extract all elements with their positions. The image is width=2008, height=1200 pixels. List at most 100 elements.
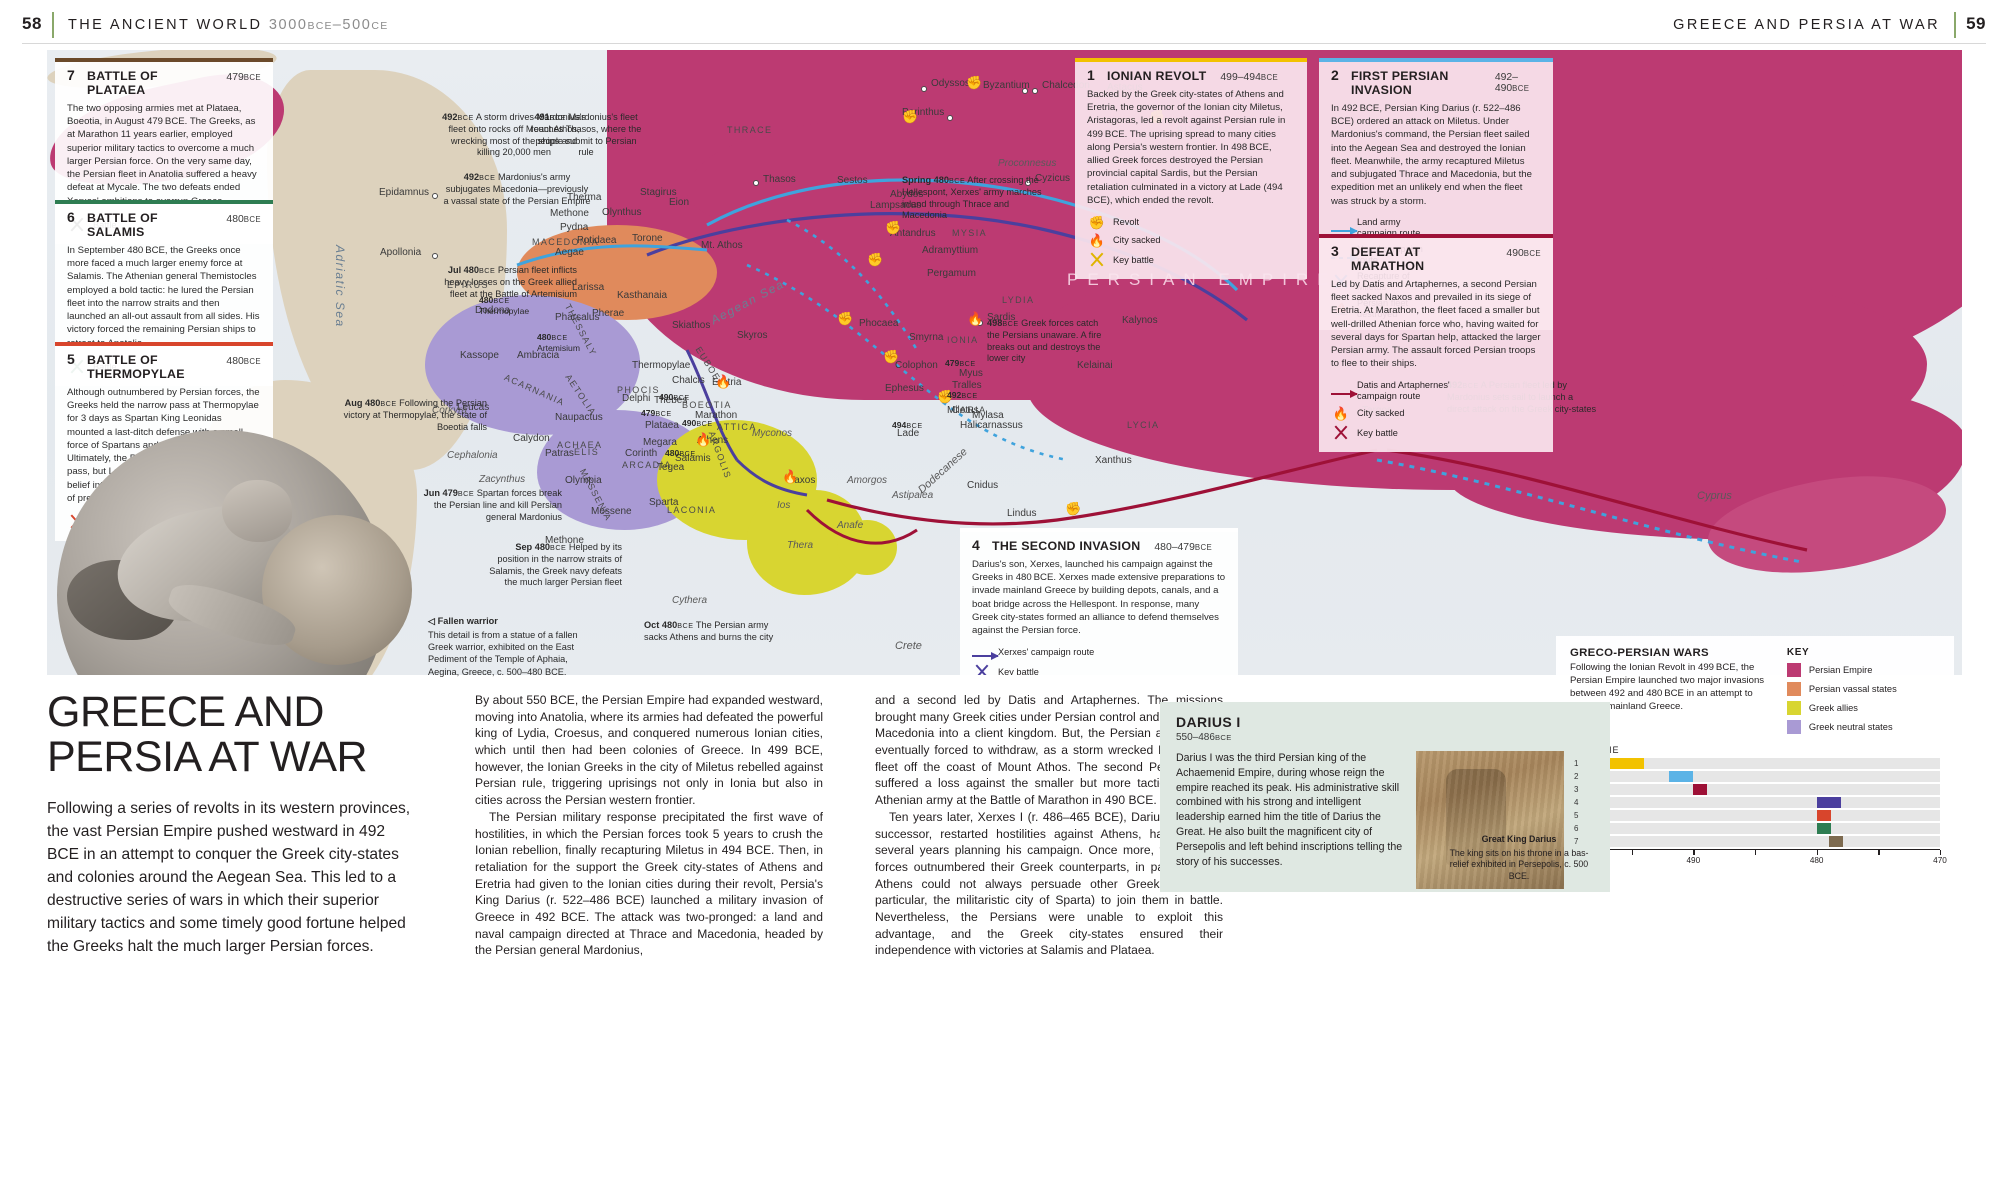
city-label-miletus: Miletus [947,405,979,416]
panel-4-the-second-invasion[interactable]: 4 THE SECOND INVASION 480–479BCE Darius'… [960,528,1238,675]
map-label-adriatic-sea: Adriatic Sea [333,245,347,328]
panel-2-color-bar [1319,58,1553,62]
city-label-kalynos: Kalynos [1122,315,1158,326]
timeline-bar [1816,797,1842,808]
folio-left: 58 [22,14,42,33]
panel-7-header: 7 BATTLE OF PLATAEA 479BCE [67,67,261,97]
greco-persian-wars-key-box[interactable]: GRECO-PERSIAN WARS Following the Ionian … [1556,636,1954,865]
revolt-fist-icon-lindus: ✊ [1065,501,1082,516]
panel-6-number: 6 [67,209,75,225]
timeline-bar [1816,810,1831,821]
timeline-bar [1829,836,1843,847]
timeline-tick [1940,850,1942,855]
city-label-eion: Eion [669,197,690,208]
panel-6-body: In September 480 BCE, the Greeks once mo… [67,245,260,349]
timeline-row: 1 [1570,758,1940,769]
city-label-tralles: Tralles [952,380,982,391]
timeline-row: 5 [1570,810,1940,821]
article-paragraph: Ten years later, Xerxes I (r. 486–465 BC… [875,809,1223,958]
city-label-cephalonia: Cephalonia [447,450,498,461]
swatch-persian-empire [1786,663,1801,677]
city-label-therma: Therma [567,192,602,203]
battle-tag-lade: 494BCE [892,420,923,430]
city-label-megara: Megara [643,437,677,448]
city-label-marathon: Marathon [695,410,738,421]
city-dot-epidamnus [432,193,438,199]
city-label-thermopylae: Thermopylae [632,360,691,371]
panel-4-date: 480–479BCE [1154,542,1213,553]
city-label-kassope: Kassope [460,350,499,361]
swatch-greek-neutral-states [1786,720,1801,734]
battle-tag-tralles: 479BCE [945,358,976,368]
city-label-anafe: Anafe [837,520,864,531]
panel-6-color-bar [55,200,273,204]
article-paragraph: and a second led by Datis and Artapherne… [875,693,1223,808]
page-title-line2: PERSIA AT WAR [47,732,368,781]
city-dot-perinthus [947,115,953,121]
legend-label: Xerxes' campaign route [998,647,1095,658]
revolt-fist-icon-perinthus: ✊ [902,109,919,124]
timeline-row: 7 [1570,836,1940,847]
battle-tag-artemisium: 480BCE Artemisium [537,332,580,353]
timeline-rows: 1 2 3 4 5 6 7 [1570,758,1940,847]
panel-3-date: 490BCE [1506,248,1541,259]
panel-2-header: 2 FIRST PERSIAN INVASION 492–490BCE [1331,67,1541,97]
panel-3-title: DEFEAT AT MARATHON [1351,245,1425,273]
city-label-kelainai: Kelainai [1077,360,1113,371]
panel-1-legend: ✊ Revolt 🔥 City sacked Key battle [1087,216,1295,269]
header-title-right: GREECE AND PERSIA AT WAR [1673,17,1940,33]
crossed-swords-icon [1331,425,1351,442]
city-label-zacynthus: Zacynthus [479,474,526,485]
header-era-end: –500 [332,17,372,33]
panel-3-body: Led by Datis and Artaphernes, a second P… [1331,279,1541,370]
city-label-myconos: Myconos [752,428,793,439]
city-label-stagirus: Stagirus [640,187,677,198]
battle-tag-salamis: 480BCE [665,448,696,458]
map-label-achaea: ACHAEA [557,440,603,450]
panel-4-legend: Xerxes' campaign route Key battle Naval … [972,646,1226,675]
map-label-cyprus: Cyprus [1697,490,1732,502]
article-section: GREECE AND PERSIA AT WAR Following a ser… [47,690,1962,1180]
city-label-antandrus: Antandrus [890,228,936,239]
panel-1-ionian-revolt[interactable]: 1 IONIAN REVOLT 499–494BCE Backed by the… [1075,58,1307,280]
map-label-thrace: THRACE [727,125,773,135]
timeline-minor-tick [1755,850,1757,855]
panel-1-title: IONIAN REVOLT [1107,69,1207,83]
battle-tag-plataea: 479BCE [641,408,672,418]
panel-3-header: 3 DEFEAT AT MARATHON 490BCE [1331,243,1541,273]
city-label-chalcis: Chalcis [672,375,705,386]
panel-3-number: 3 [1331,243,1339,259]
panel-3-defeat-at-marathon[interactable]: 3 DEFEAT AT MARATHON 490BCE Led by Datis… [1319,234,1553,452]
panel-7-body: The two opposing armies met at Plataea, … [67,103,257,207]
battle-tag-marathon: 490BCE [682,418,713,428]
darius-bas-relief-image [1416,751,1564,889]
timeline-tick-label: 490 [1686,856,1701,865]
revolt-fist-icon-antandrus: ✊ [885,220,902,235]
darius-profile-box[interactable]: DARIUS I 550–486BCE Darius I was the thi… [1160,702,1610,892]
city-label-cythera: Cythera [672,595,708,606]
keybox-title: GRECO-PERSIAN WARS [1570,647,1709,659]
darius-caption-title: Great King Darius [1481,834,1557,845]
campaign-map[interactable]: PERSIAN EMPIRE Adriatic Sea Aegean Sea D… [47,50,1962,675]
annotation-athens-sacked: Oct 480BCE The Persian army sacks Athens… [644,620,774,642]
battle-tag-thermopylae: 480BCE Thermopylae [479,295,530,316]
city-label-ephesus: Ephesus [885,383,924,394]
map-label-caria: CARIA [952,405,987,415]
keybox-description-column: GRECO-PERSIAN WARS Following the Ionian … [1570,647,1773,739]
city-label-pydna: Pydna [560,222,589,233]
darius-caption-text: The king sits on his throne in a bas-rel… [1449,847,1589,881]
city-label-colophon: Colophon [895,360,938,371]
keybox-text: Following the Ionian Revolt in 499 BCE, … [1570,662,1765,712]
annotation-salamis-victory: Sep 480BCE Helped by its position in the… [489,542,622,588]
city-label-sparta: Sparta [649,497,679,508]
keybox-key-column: KEY Persian Empire Persian vassal states… [1786,647,1940,739]
legend-item-key-battle: Key battle [1331,425,1441,442]
panel-6-date: 480BCE [226,214,261,225]
timeline-bar [1668,771,1694,782]
legend-label: Datis and Artaphernes' campaign route [1357,379,1450,401]
legend-label: Key battle [1357,427,1398,438]
city-label-pergamum: Pergamum [927,268,976,279]
city-label-potidaea: Potidaea [577,235,617,246]
timeline-minor-tick [1631,850,1633,855]
key-row-persian-empire: Persian Empire [1786,663,1940,677]
